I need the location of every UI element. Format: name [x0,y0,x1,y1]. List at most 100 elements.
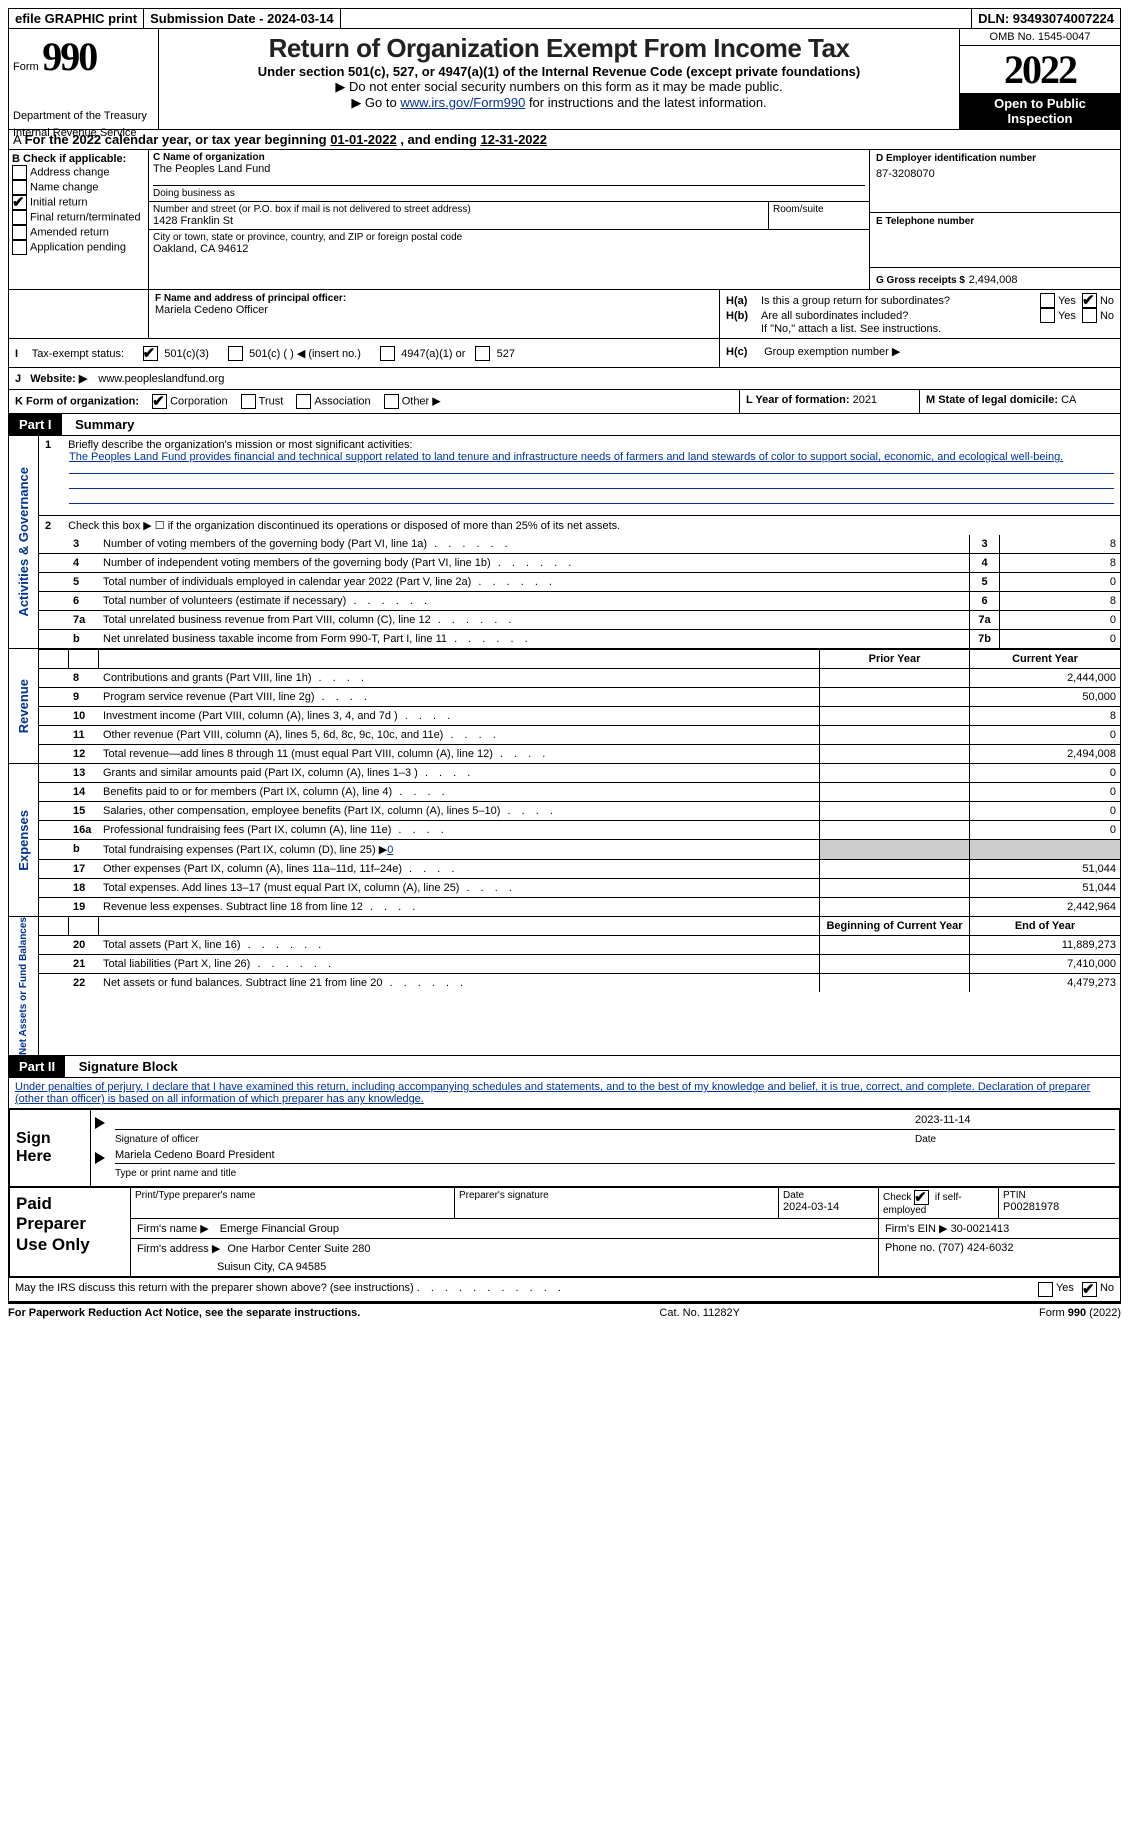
expense-row: 19 Revenue less expenses. Subtract line … [39,898,1120,917]
check-self-emp[interactable] [914,1190,929,1205]
revenue-row: 12 Total revenue—add lines 8 through 11 … [39,745,1120,764]
discuss-row: May the IRS discuss this return with the… [8,1278,1121,1302]
hb-yes[interactable] [1040,308,1055,323]
firm-name-label: Firm's name ▶ [137,1223,209,1235]
line-a-mid: , and ending [400,132,480,147]
h-a-tag: H(a) [726,295,761,307]
summary-row: 5 Total number of individuals employed i… [39,573,1120,592]
org-name: The Peoples Land Fund [153,163,865,175]
opt-amended: Amended return [30,226,109,238]
discuss-text: May the IRS discuss this return with the… [15,1282,414,1294]
expense-row: 17 Other expenses (Part IX, column (A), … [39,860,1120,879]
check-assoc[interactable] [296,394,311,409]
arrow-icon [95,1117,105,1129]
line-a-begin: 01-01-2022 [330,132,397,147]
part-2: Part II Signature Block [8,1056,1121,1077]
form-org-label: K Form of organization: [15,395,139,407]
side-expenses: Expenses [16,810,31,871]
irs-link[interactable]: www.irs.gov/Form990 [400,95,525,110]
ptin-value: P00281978 [1003,1201,1115,1213]
preparer-label: PaidPreparerUse Only [10,1188,130,1276]
note2-post: for instructions and the latest informat… [525,95,766,110]
year-formation: 2021 [853,394,877,406]
ein-value: 87-3208070 [876,164,1114,180]
firm-addr-label: Firm's address ▶ [137,1243,220,1255]
gross-value: 2,494,008 [969,274,1018,286]
line1-label: Briefly describe the organization's miss… [68,439,412,451]
footer: For Paperwork Reduction Act Notice, see … [8,1302,1121,1319]
box-b-label: B Check if applicable: [12,153,145,165]
summary-row: 7a Total unrelated business revenue from… [39,611,1120,630]
revenue-row: 8 Contributions and grants (Part VIII, l… [39,669,1120,688]
check-trust[interactable] [241,394,256,409]
check-corp[interactable] [152,394,167,409]
check-527[interactable] [475,346,490,361]
tax-year: 2022 [960,46,1120,93]
check-other[interactable] [384,394,399,409]
expense-row: 13 Grants and similar amounts paid (Part… [39,764,1120,783]
addr-label: Number and street (or P.O. box if mail i… [153,204,764,215]
form-number: 990 [42,34,96,79]
side-netassets: Net Assets or Fund Balances [18,917,29,1055]
firm-addr1: One Harbor Center Suite 280 [227,1243,370,1255]
firm-name: Emerge Financial Group [220,1223,339,1235]
check-pending[interactable] [12,240,27,255]
efile-label: efile GRAPHIC print [9,9,144,28]
spacer [341,9,973,28]
footer-cat: Cat. No. 11282Y [659,1307,740,1319]
h-b-tag: H(b) [726,310,761,322]
current-year-header: Current Year [970,650,1120,668]
box-deg: D Employer identification number 87-3208… [870,150,1120,289]
summary-row: 4 Number of independent voting members o… [39,554,1120,573]
part1-title: Summary [65,417,134,432]
declaration-text[interactable]: Under penalties of perjury, I declare th… [15,1081,1090,1105]
check-4947[interactable] [380,346,395,361]
opt-other: Other ▶ [402,395,441,407]
line2-text: Check this box ▶ ☐ if the organization d… [68,520,620,532]
ha-yes[interactable] [1040,293,1055,308]
opt-527: 527 [497,348,515,360]
part2-title: Signature Block [69,1059,178,1074]
form-title: Return of Organization Exempt From Incom… [163,33,955,64]
opt-initial: Initial return [30,196,87,208]
check-final[interactable] [12,210,27,225]
gross-label: G Gross receipts $ [876,275,965,286]
discuss-no[interactable] [1082,1282,1097,1297]
sig-of-officer-label: Signature of officer [115,1134,915,1145]
inspection1: Open to Public [964,96,1116,111]
irs-label: Internal Revenue Service [13,127,137,139]
inspection-box: Open to Public Inspection [960,93,1120,129]
expense-row: 14 Benefits paid to or for members (Part… [39,783,1120,802]
ha-no[interactable] [1082,293,1097,308]
check-501c[interactable] [228,346,243,361]
begin-year-header: Beginning of Current Year [820,917,970,935]
netassets-row: 22 Net assets or fund balances. Subtract… [39,974,1120,992]
end-year-header: End of Year [970,917,1120,935]
netassets-row: 20 Total assets (Part X, line 16) . . . … [39,936,1120,955]
check-address[interactable] [12,165,27,180]
ptin-label: PTIN [1003,1190,1115,1201]
part1-tag: Part I [9,414,62,435]
h-a-label: Is this a group return for subordinates? [761,295,1040,307]
check-initial[interactable] [12,195,27,210]
opt-trust: Trust [259,395,284,407]
box-c: C Name of organization The Peoples Land … [149,150,870,289]
sign-date-label: Date [915,1134,1115,1145]
check-501c3[interactable] [143,346,158,361]
year-formation-label: L Year of formation: [746,394,850,406]
mission-text[interactable]: The Peoples Land Fund provides financial… [69,451,1063,463]
note2-pre: ▶ Go to [351,95,400,110]
line-a-end: 12-31-2022 [481,132,548,147]
h-c-label: Group exemption number ▶ [764,346,900,358]
hb-no[interactable] [1082,308,1097,323]
check-amended[interactable] [12,225,27,240]
discuss-yes[interactable] [1038,1282,1053,1297]
line-a: A For the 2022 calendar year, or tax yea… [8,129,1121,150]
expense-row: 16a Professional fundraising fees (Part … [39,821,1120,840]
entity-block: B Check if applicable: Address change Na… [8,150,1121,290]
addr-value: 1428 Franklin St [153,215,764,227]
form-note2: ▶ Go to www.irs.gov/Form990 for instruct… [163,95,955,111]
klm-block: K Form of organization: Corporation Trus… [8,390,1121,414]
part2-tag: Part II [9,1056,65,1077]
omb-number: OMB No. 1545-0047 [960,29,1120,46]
